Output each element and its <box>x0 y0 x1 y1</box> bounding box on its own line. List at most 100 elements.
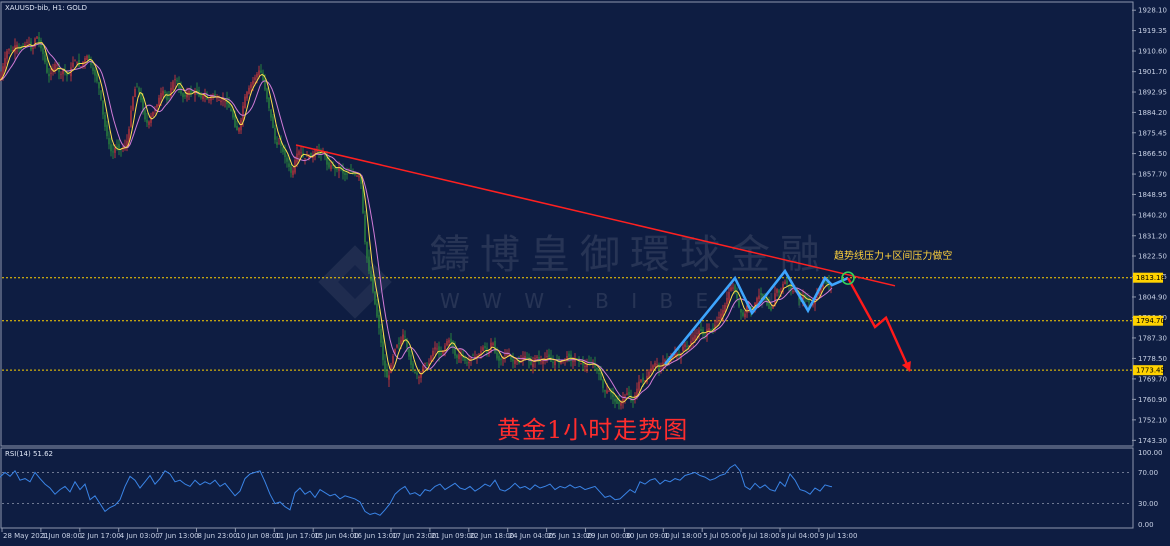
candle-body <box>774 293 776 307</box>
candle-body <box>770 307 772 311</box>
candle-body <box>656 364 658 366</box>
time-tick-label: 11 Jun 17:00 <box>275 532 319 540</box>
time-tick-label: 9 Jul 13:00 <box>820 532 858 540</box>
candle-body <box>234 115 236 127</box>
candle-body <box>164 91 166 94</box>
candle-body <box>564 358 566 360</box>
candle-body <box>640 379 642 382</box>
candle-body <box>96 74 98 82</box>
candle-body <box>200 94 202 98</box>
candle-body <box>726 297 728 305</box>
candle-body <box>366 241 368 259</box>
candle-body <box>418 377 420 378</box>
candle-body <box>682 346 684 352</box>
candle-body <box>158 97 160 107</box>
candle-body <box>588 362 590 364</box>
candle-body <box>482 347 484 351</box>
candle-body <box>546 356 548 357</box>
candle-body <box>228 103 230 108</box>
candle-body <box>648 371 650 379</box>
candle-body <box>524 356 526 360</box>
rsi-tick-label: 0.00 <box>1138 521 1154 529</box>
level-price-tag <box>1133 272 1163 283</box>
candle-body <box>310 152 312 157</box>
candle-body <box>606 390 608 393</box>
price-tick-label: 1804.90 <box>1138 293 1167 301</box>
level-price-tag-label: 1813.18 <box>1136 274 1165 282</box>
candle-body <box>214 93 216 96</box>
candle-body <box>0 75 2 81</box>
candle-body <box>824 281 826 283</box>
candle-body <box>408 349 410 357</box>
chart-caption: 黄金1小时走势图 <box>497 416 688 444</box>
candle-body <box>574 360 576 362</box>
rsi-tick-label: 30.00 <box>1138 500 1158 508</box>
watermark-url: W W W . B I B E . H K <box>440 289 818 313</box>
rsi-label: RSI(14) 51.62 <box>5 450 53 458</box>
candle-body <box>580 363 582 364</box>
candle-body <box>624 395 626 398</box>
candle-body <box>386 370 388 378</box>
candle-body <box>818 290 820 295</box>
candle-body <box>470 357 472 360</box>
candle-body <box>712 327 714 330</box>
candle-body <box>820 287 822 293</box>
candle-body <box>594 363 596 368</box>
candles-layer <box>0 32 832 410</box>
candle-body <box>346 173 348 175</box>
candle-body <box>596 367 598 371</box>
candle-body <box>538 357 540 361</box>
candle-body <box>322 153 324 154</box>
candle-body <box>104 114 106 127</box>
time-tick-label: 28 May 2021 <box>3 532 49 540</box>
candle-body <box>474 356 476 358</box>
candle-body <box>376 303 378 317</box>
candle-body <box>464 357 466 361</box>
candle-body <box>316 149 318 153</box>
candle-body <box>530 359 532 365</box>
candle-body <box>208 99 210 101</box>
candle-body <box>314 150 316 157</box>
rsi-layer: 100.00 70.00 30.00 0.00 <box>0 449 1163 529</box>
candle-body <box>336 166 338 170</box>
candle-body <box>122 148 124 150</box>
ma-slow-line <box>0 43 833 401</box>
price-tick-label: 1822.50 <box>1138 253 1167 261</box>
candle-body <box>10 50 12 52</box>
candle-body <box>242 105 244 120</box>
candle-body <box>516 360 518 362</box>
candle-body <box>352 171 354 173</box>
candle-body <box>232 110 234 118</box>
price-tick-label: 1901.70 <box>1138 68 1167 76</box>
candle-body <box>246 91 248 99</box>
candle-body <box>172 81 174 90</box>
candle-body <box>572 361 574 363</box>
candle-body <box>396 345 398 348</box>
zigzag-wave-line <box>663 268 849 366</box>
candle-body <box>342 167 344 174</box>
candle-body <box>262 72 264 81</box>
candle-body <box>46 63 48 73</box>
candle-body <box>582 361 584 366</box>
price-tick-label: 1831.20 <box>1138 232 1167 240</box>
candle-body <box>272 116 274 128</box>
time-tick-label: 29 Jun 00:00 <box>587 532 631 540</box>
candle-body <box>378 315 380 329</box>
candle-body <box>146 119 148 123</box>
candle-body <box>258 70 260 76</box>
time-tick-label: 15 Jun 04:00 <box>314 532 358 540</box>
candle-body <box>372 278 374 292</box>
candle-body <box>108 138 110 145</box>
candle-body <box>162 90 164 96</box>
candle-body <box>180 86 182 94</box>
candle-body <box>404 336 406 338</box>
candle-body <box>716 320 718 323</box>
candle-body <box>338 167 340 171</box>
candle-body <box>584 365 586 367</box>
candle-body <box>702 329 704 335</box>
candle-body <box>152 111 154 117</box>
candle-body <box>350 171 352 173</box>
candle-body <box>330 165 332 170</box>
candle-body <box>722 310 724 316</box>
